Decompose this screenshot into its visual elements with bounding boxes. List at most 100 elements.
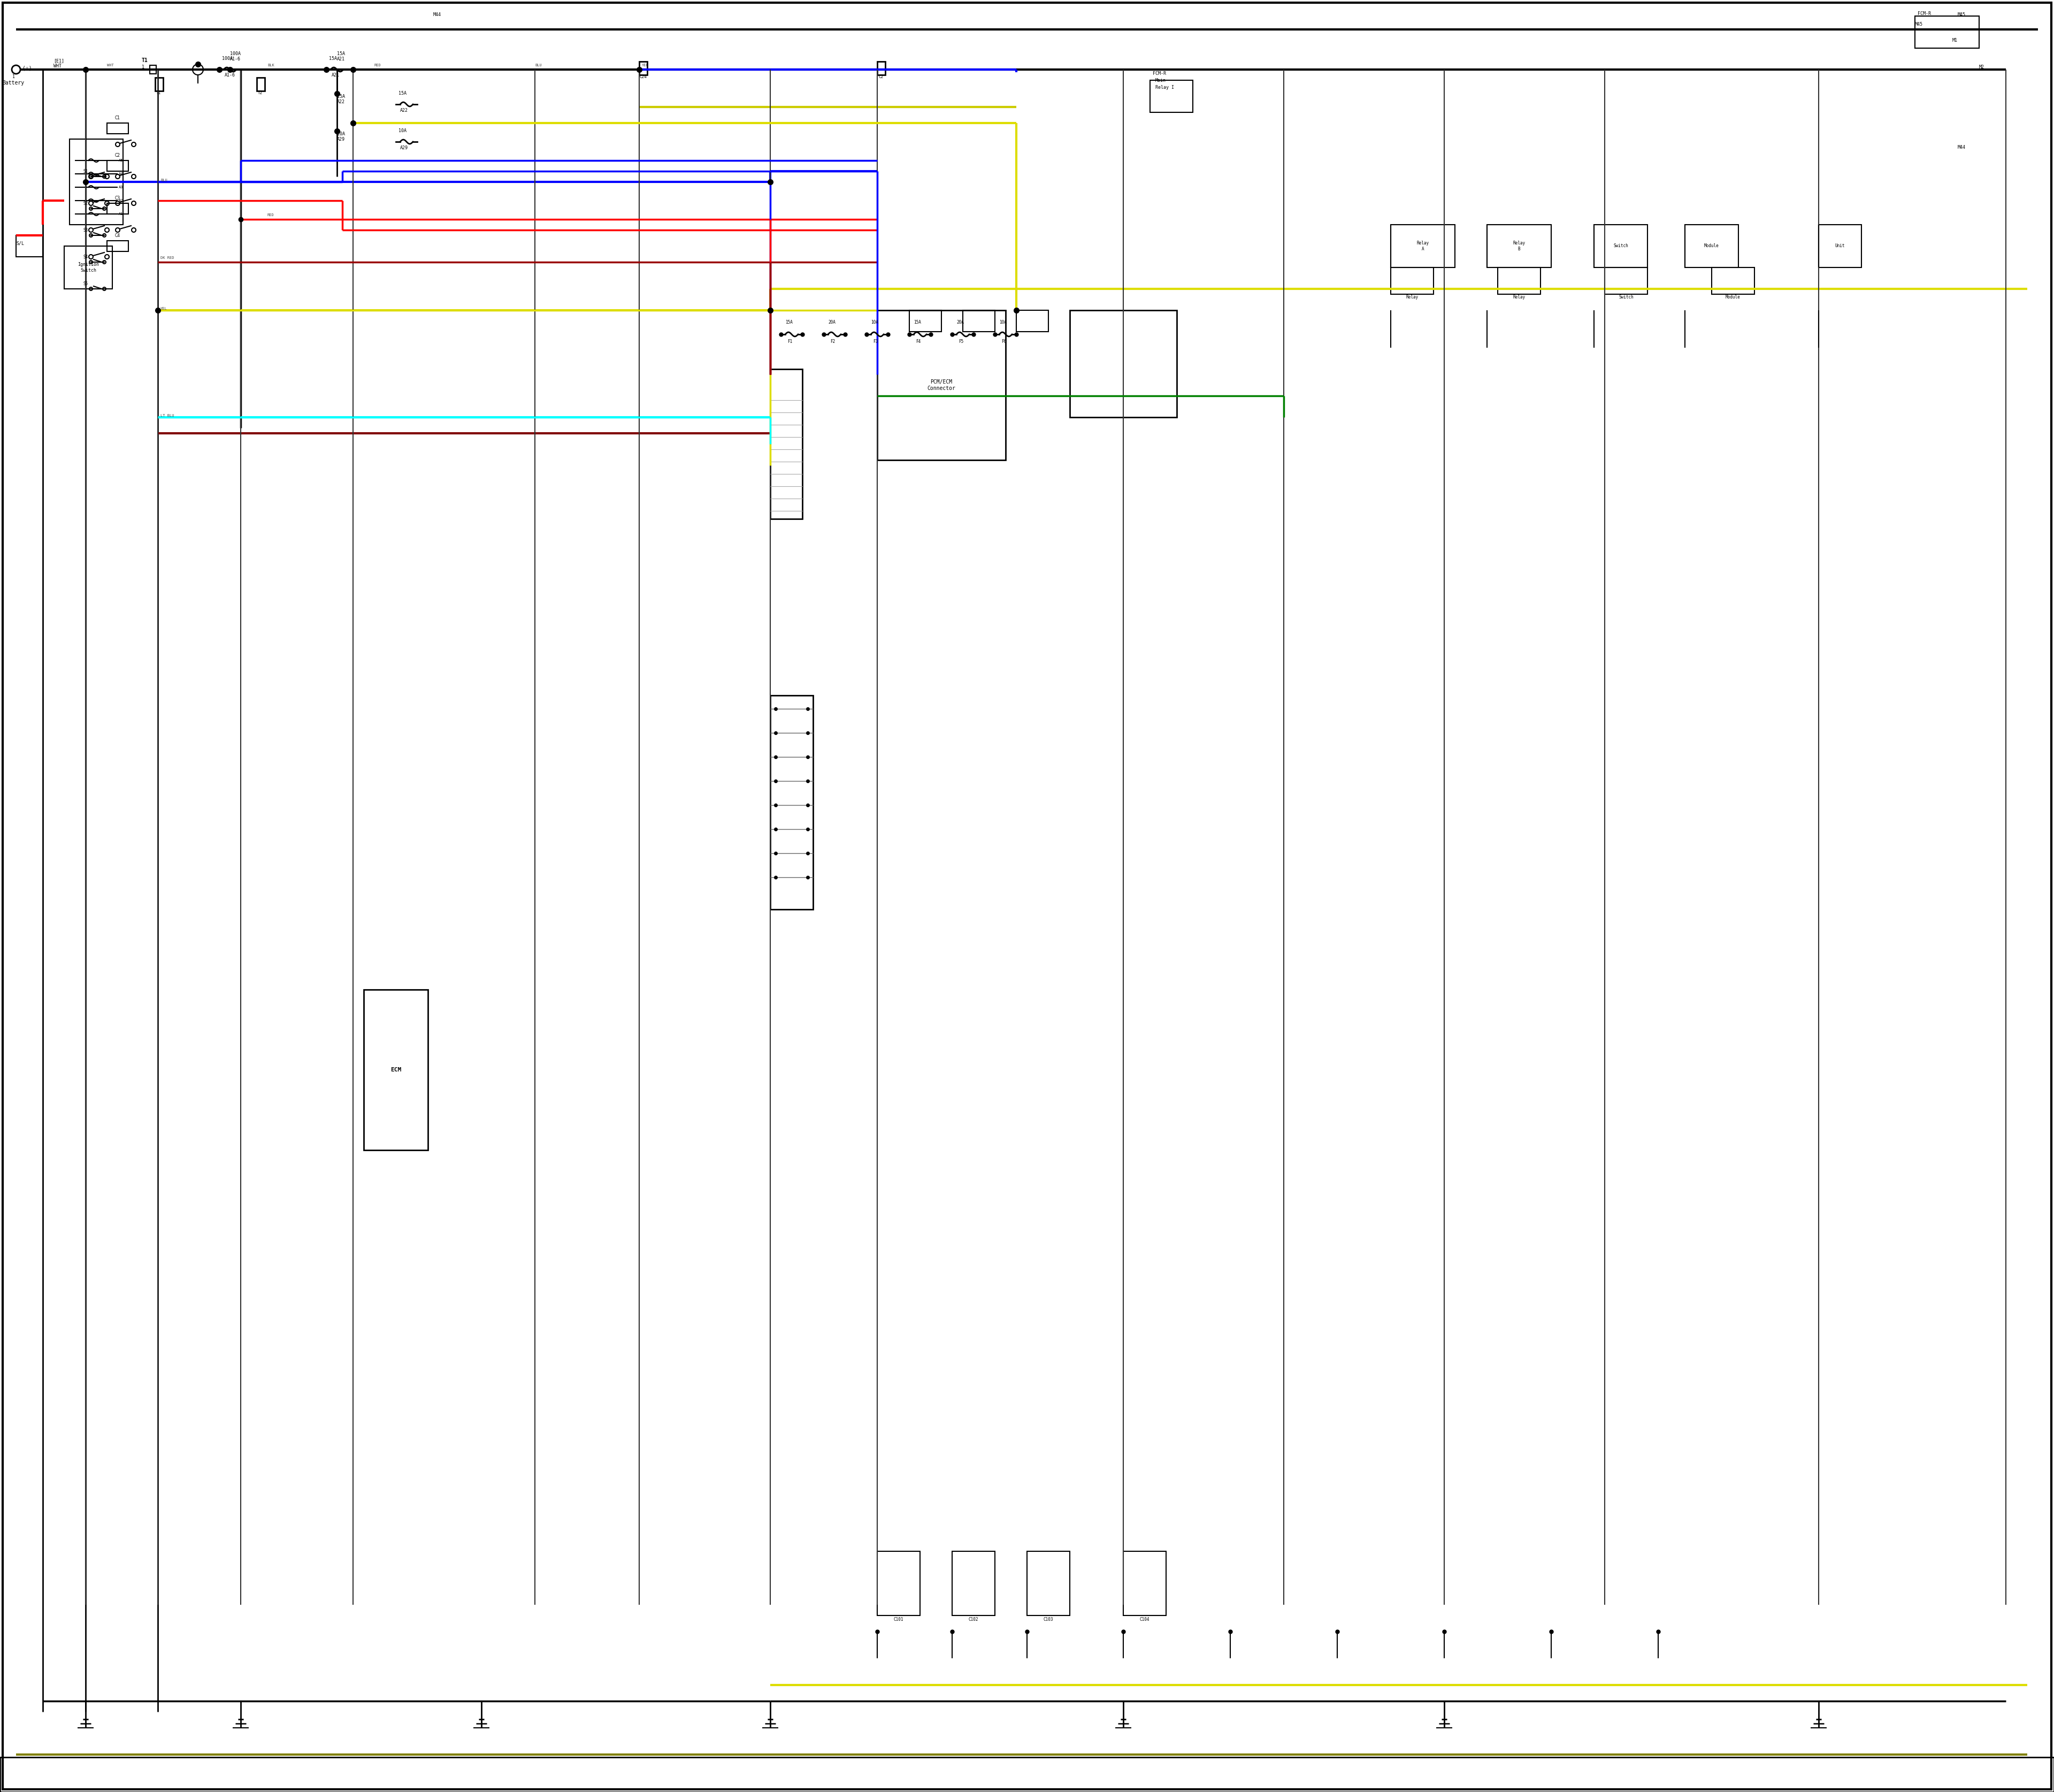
Bar [639,61,647,75]
Text: Main: Main [1154,79,1167,82]
Bar [770,695,813,909]
Text: M45: M45 [1957,13,1966,18]
Text: 100A
A1-6: 100A A1-6 [230,52,240,61]
Text: 20A: 20A [828,321,836,324]
Bar [963,310,994,332]
Text: BLU: BLU [534,65,542,66]
Text: A1: A1 [119,213,123,215]
Text: S3: S3 [82,228,88,233]
Text: S4: S4 [82,254,88,260]
Text: Module: Module [1725,294,1740,299]
Bar [107,124,127,134]
Text: 1: 1 [142,65,144,70]
Text: YEL: YEL [641,65,649,66]
Text: (+): (+) [23,66,33,72]
Text: ECM: ECM [390,1068,401,1073]
Text: S2: S2 [82,201,88,206]
Bar [1711,267,1754,294]
Text: M2: M2 [1980,65,1984,70]
Text: Ignition
Switch: Ignition Switch [78,262,99,272]
Bar [1017,310,1048,332]
Text: C2: C2 [879,73,883,79]
Text: C103: C103 [1043,1616,1054,1622]
Text: WHT: WHT [53,65,62,68]
Bar [1391,267,1434,294]
Text: FCM-R: FCM-R [1918,11,1931,16]
Text: A2: A2 [119,199,123,202]
Bar [64,246,113,289]
Bar [910,310,941,332]
Bar [70,140,123,224]
Text: C101: C101 [893,1616,904,1622]
Text: C102: C102 [969,1616,978,1622]
Bar [1487,224,1551,267]
Text: 10A: 10A [998,321,1006,324]
Text: F5: F5 [959,339,963,344]
Text: [E1]: [E1] [53,59,64,63]
Text: RED: RED [374,65,382,66]
Text: C2: C2 [115,152,121,158]
Text: A29: A29 [401,145,409,151]
Bar [1070,310,1177,418]
Bar [770,369,803,520]
Text: T1: T1 [142,57,148,63]
Text: M44: M44 [433,13,442,18]
Bar [1027,1552,1070,1615]
Text: BLK: BLK [267,65,275,66]
Text: T2: T2 [259,90,263,95]
Text: Battery: Battery [2,81,25,86]
Bar [953,1552,994,1615]
Text: 1: 1 [12,73,14,79]
Bar [107,161,127,172]
Text: M1: M1 [1953,38,1957,43]
Text: 100A: 100A [222,56,232,61]
Text: C4: C4 [115,233,121,238]
Text: Unit: Unit [1834,244,1844,249]
Text: 15A
A21: 15A A21 [337,52,345,61]
Text: C24: C24 [639,73,647,79]
Text: Switch: Switch [1612,244,1629,249]
Bar [877,1552,920,1615]
Bar [16,235,43,256]
Text: Relay
B: Relay B [1514,240,1526,251]
Text: S1: S1 [82,168,88,174]
Text: A21: A21 [331,73,339,77]
Text: S5: S5 [82,281,88,287]
Bar [1497,267,1540,294]
Text: YEL: YEL [160,306,166,310]
Text: S/L: S/L [16,242,25,246]
Text: 15A: 15A [914,321,920,324]
Text: A4: A4 [119,172,123,176]
Text: A3: A3 [119,186,123,188]
Bar [1150,81,1193,113]
Text: A1-6: A1-6 [224,73,236,77]
Bar [0,1758,2054,1792]
Bar [1594,224,1647,267]
Text: 20A: 20A [957,321,963,324]
Text: T1: T1 [156,90,162,95]
Text: C104: C104 [1140,1616,1150,1622]
Bar [107,202,127,213]
Text: F6: F6 [1002,339,1006,344]
Text: Relay I: Relay I [1154,84,1175,90]
Text: 15A: 15A [329,56,337,61]
Bar [877,310,1006,461]
Text: FCM-R: FCM-R [1152,72,1167,75]
Bar [107,240,127,251]
Text: 15A: 15A [785,321,793,324]
Text: M45: M45 [1914,22,1923,27]
Text: 10A
A29: 10A A29 [337,131,345,142]
Bar [877,61,885,75]
Text: Switch: Switch [1619,294,1633,299]
Bar [364,989,427,1150]
Bar [150,65,156,73]
Text: Relay
A: Relay A [1417,240,1430,251]
Text: C3: C3 [115,195,121,201]
Text: DK RED: DK RED [160,256,175,260]
Bar [257,77,265,91]
Text: C1: C1 [115,115,121,120]
Text: F1: F1 [787,339,793,344]
Text: 10A: 10A [871,321,879,324]
Text: WHT: WHT [107,65,113,66]
Text: BLU: BLU [160,179,166,181]
